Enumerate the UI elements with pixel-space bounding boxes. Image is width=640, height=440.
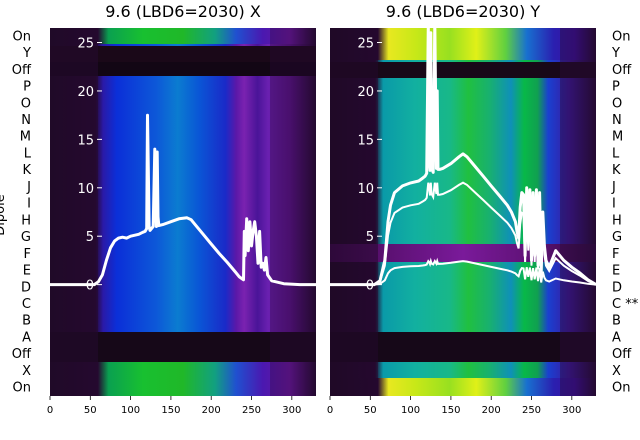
- y-tick-label: 20: [357, 85, 374, 100]
- row-label: M: [612, 130, 623, 145]
- row-label: E: [23, 264, 31, 279]
- y-tick-label: 25: [357, 37, 374, 52]
- row-label: Y: [22, 46, 31, 61]
- y-tick-label: 25: [77, 37, 94, 52]
- x-tick-label: 50: [364, 405, 377, 416]
- row-label: O: [612, 96, 622, 111]
- x-tick-label: 0: [327, 405, 333, 416]
- x-tick-label: 200: [202, 405, 221, 416]
- row-label: H: [21, 213, 31, 228]
- row-label: D: [21, 280, 31, 295]
- x-tick-label: 200: [482, 405, 501, 416]
- chart-title-right: 9.6 (LBD6=2030) Y: [386, 2, 541, 21]
- row-label: I: [27, 197, 31, 212]
- series-lines: [50, 21, 597, 287]
- row-label: J: [26, 180, 31, 195]
- y-tick-label: 15: [357, 133, 374, 148]
- row-label: G: [612, 230, 622, 245]
- x-tick-label: 300: [562, 405, 581, 416]
- y-axis-label: Dipole: [0, 194, 8, 235]
- row-label: E: [612, 264, 620, 279]
- x-tick-label: 0: [47, 405, 53, 416]
- x-tick-label: 100: [401, 405, 420, 416]
- row-label: L: [24, 146, 32, 161]
- row-label: F: [612, 247, 619, 262]
- row-label: C **: [612, 297, 639, 312]
- row-label: J: [611, 180, 616, 195]
- y-tick-label: 5: [86, 230, 94, 245]
- y-tick-label: 20: [77, 85, 94, 100]
- row-label: B: [22, 314, 31, 329]
- row-label: A: [612, 330, 621, 345]
- row-label: X: [22, 364, 31, 379]
- row-label: M: [20, 130, 31, 145]
- chart-title-left: 9.6 (LBD6=2030) X: [105, 2, 261, 21]
- row-label: Off: [12, 347, 32, 362]
- x-tick-label: 150: [441, 405, 460, 416]
- series-line: [50, 113, 316, 287]
- x-tick-label: 100: [121, 405, 140, 416]
- row-label: P: [23, 80, 31, 95]
- y-tick-label: 10: [357, 182, 374, 197]
- y-tick-label: 5: [366, 230, 374, 245]
- row-label: On: [612, 381, 630, 396]
- heatmap-left: [50, 28, 316, 396]
- row-label: Off: [612, 347, 632, 362]
- series-line: [330, 181, 597, 286]
- x-tick-label: 250: [522, 405, 541, 416]
- row-label: N: [21, 113, 31, 128]
- row-label: G: [21, 230, 31, 245]
- y-tick-label: 0: [366, 279, 374, 294]
- heatmap-right: [330, 28, 596, 396]
- row-label: Off: [12, 63, 32, 78]
- y-tick-label: 10: [77, 182, 94, 197]
- row-label: B: [612, 314, 621, 329]
- row-label: O: [21, 96, 31, 111]
- row-label: I: [612, 197, 616, 212]
- row-label: On: [13, 29, 31, 44]
- row-label: X: [612, 364, 621, 379]
- row-label: N: [612, 113, 622, 128]
- x-tick-label: 250: [242, 405, 261, 416]
- row-label: D: [612, 280, 622, 295]
- series-line: [330, 257, 597, 286]
- row-label: On: [612, 29, 630, 44]
- row-label: P: [612, 80, 620, 95]
- x-tick-label: 300: [282, 405, 301, 416]
- x-tick-label: 50: [84, 405, 97, 416]
- row-labels: OnYOffPONMLKJIHGFEDCBAOffXOnOnYOffPONMLK…: [12, 29, 639, 395]
- row-label: K: [22, 163, 31, 178]
- x-tick-label: 150: [161, 405, 180, 416]
- row-label: On: [13, 381, 31, 396]
- row-label: C: [22, 297, 31, 312]
- row-label: K: [612, 163, 621, 178]
- row-label: Off: [612, 63, 632, 78]
- row-label: Y: [611, 46, 620, 61]
- y-tick-label: 15: [77, 133, 94, 148]
- row-label: A: [22, 330, 31, 345]
- y-tick-label: 0: [86, 279, 94, 294]
- row-label: H: [612, 213, 622, 228]
- row-label: F: [24, 247, 31, 262]
- row-label: L: [612, 146, 620, 161]
